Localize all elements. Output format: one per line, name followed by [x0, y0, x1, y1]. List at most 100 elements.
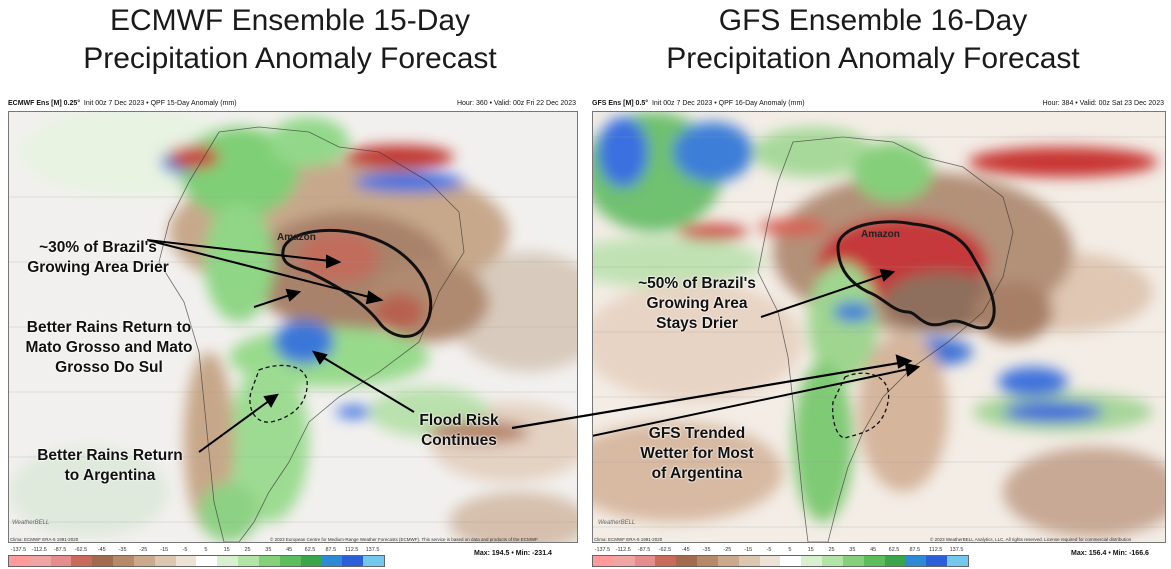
scale-tick-label: 5: [788, 547, 792, 553]
scale-swatch: [780, 556, 802, 566]
scale-tick-label: -62.5: [74, 547, 88, 553]
scale-tick-label: -137.5: [10, 547, 27, 553]
scale-tick-label: -25: [723, 547, 732, 553]
scale-swatch: [842, 556, 864, 566]
left-title: ECMWF Ensemble 15-Day Precipitation Anom…: [10, 2, 570, 78]
scale-swatch: [217, 556, 239, 566]
scale-swatch: [154, 556, 176, 566]
scale-swatch: [342, 556, 364, 566]
scale-tick-label: 87.5: [325, 547, 337, 553]
scale-tick-label: -45: [97, 547, 106, 553]
right-valid-text: Hour: 384 • Valid: 00z Sat 23 Dec 2023: [1042, 100, 1164, 107]
scale-tick-label: 45: [286, 547, 293, 553]
right-title-line1: GFS Ensemble 16-Day: [718, 4, 1028, 37]
scale-swatch: [593, 556, 614, 566]
scale-tick-label: 62.5: [888, 547, 900, 553]
scale-tick-label: -62.5: [658, 547, 672, 553]
scale-swatch: [196, 556, 218, 566]
left-drier-annotation: ~30% of Brazil's Growing Area Drier: [18, 238, 178, 278]
left-argentina-line2: to Argentina: [64, 467, 156, 484]
scale-tick-label: 62.5: [304, 547, 316, 553]
scale-tick-label: 35: [849, 547, 856, 553]
scale-swatch: [113, 556, 134, 566]
right-argentina-annotation: GFS Trended Wetter for Most of Argentina: [612, 424, 782, 484]
left-argentina-annotation: Better Rains Return to Argentina: [20, 446, 200, 486]
left-model-name: ECMWF Ens [M] 0.25°: [8, 100, 81, 107]
left-flood-annotation: Flood Risk Continues: [404, 411, 514, 451]
left-stats: Max: 194.5 • Min: -231.4: [474, 550, 552, 557]
scale-swatch: [613, 556, 635, 566]
scale-tick-label: 5: [204, 547, 208, 553]
scale-swatch: [133, 556, 155, 566]
scale-tick-label: -15: [744, 547, 753, 553]
right-stats: Max: 156.4 • Min: -166.6: [1071, 550, 1149, 557]
scale-tick-label: 15: [223, 547, 230, 553]
scale-swatch: [238, 556, 259, 566]
left-mato-line3: Grosso Do Sul: [55, 359, 163, 376]
scale-swatch: [863, 556, 885, 566]
scale-swatch: [905, 556, 927, 566]
scale-tick-label: -87.5: [53, 547, 67, 553]
scale-tick-label: -112.5: [31, 547, 47, 553]
scale-swatch: [926, 556, 948, 566]
right-credit-right: © 2023 WeatherBELL Analytics, LLC. All r…: [930, 537, 1132, 542]
scale-tick-label: -35: [118, 547, 127, 553]
scale-tick-label: 87.5: [909, 547, 921, 553]
scale-swatch: [50, 556, 72, 566]
right-argentina-line2: Wetter for Most: [640, 445, 754, 462]
left-color-scale: [8, 555, 385, 567]
right-map: [592, 111, 1166, 543]
scale-tick-label: -15: [160, 547, 169, 553]
scale-swatch: [321, 556, 343, 566]
scale-tick-label: 137.5: [949, 547, 964, 553]
right-map-graphic: [593, 112, 1165, 542]
scale-swatch: [258, 556, 280, 566]
left-logo: WeatherBELL: [12, 520, 50, 526]
right-model-name: GFS Ens [M] 0.5°: [592, 100, 649, 107]
scale-swatch: [363, 556, 384, 566]
left-init-text: Init 00z 7 Dec 2023 • QPF 15-Day Anomaly…: [83, 100, 237, 107]
scale-swatch: [655, 556, 677, 566]
scale-tick-label: -5: [182, 547, 188, 553]
scale-swatch: [759, 556, 781, 566]
scale-tick-label: -87.5: [637, 547, 651, 553]
scale-swatch: [717, 556, 739, 566]
scale-tick-label: 15: [807, 547, 814, 553]
right-argentina-line3: of Argentina: [651, 465, 743, 482]
right-logo: WeatherBELL: [598, 520, 636, 526]
scale-tick-label: -25: [139, 547, 148, 553]
scale-swatch: [634, 556, 656, 566]
scale-swatch: [947, 556, 968, 566]
scale-swatch: [279, 556, 301, 566]
scale-swatch: [300, 556, 322, 566]
left-mato-line1: Better Rains Return to: [26, 319, 192, 336]
right-scale-ticks: -137.5 -112.5 -87.5 -62.5 -45 -35 -25 -15 -5 5 15 2…: [592, 547, 967, 553]
scale-tick-label: 137.5: [365, 547, 380, 553]
right-title-line2: Precipitation Anomaly Forecast: [666, 42, 1080, 75]
left-title-line2: Precipitation Anomaly Forecast: [83, 42, 497, 75]
left-flood-line2: Continues: [421, 432, 497, 449]
scale-swatch: [884, 556, 906, 566]
left-flood-line1: Flood Risk: [419, 412, 499, 429]
scale-swatch: [29, 556, 51, 566]
right-map-header: GFS Ens [M] 0.5° Init 00z 7 Dec 2023 • Q…: [592, 97, 1164, 111]
left-map: [8, 111, 578, 543]
scale-tick-label: 25: [828, 547, 835, 553]
left-mato-line2: Mato Grosso and Mato: [25, 339, 193, 356]
scale-swatch: [738, 556, 760, 566]
right-drier-line1: ~50% of Brazil's: [638, 275, 756, 292]
scale-swatch: [801, 556, 823, 566]
right-init-text: Init 00z 7 Dec 2023 • QPF 16-Day Anomaly…: [651, 100, 805, 107]
scale-tick-label: 112.5: [344, 547, 359, 553]
right-color-scale: [592, 555, 969, 567]
right-drier-line3: Stays Drier: [656, 315, 738, 332]
right-credit-left: Clima: ECMWF ERA-5 1991-2020: [594, 537, 663, 542]
left-scale-ticks: -137.5 -112.5 -87.5 -62.5 -45 -35 -25 -15 -5 5 15 2…: [8, 547, 383, 553]
right-drier-annotation: ~50% of Brazil's Growing Area Stays Drie…: [612, 274, 782, 334]
right-argentina-line1: GFS Trended: [648, 425, 746, 442]
scale-tick-label: -5: [766, 547, 772, 553]
left-credit-right: © 2023 European Centre for Medium-Range …: [270, 537, 539, 542]
left-valid-text: Hour: 360 • Valid: 00z Fri 22 Dec 2023: [456, 100, 576, 107]
scale-tick-label: -45: [681, 547, 690, 553]
right-drier-line2: Growing Area: [646, 295, 748, 312]
